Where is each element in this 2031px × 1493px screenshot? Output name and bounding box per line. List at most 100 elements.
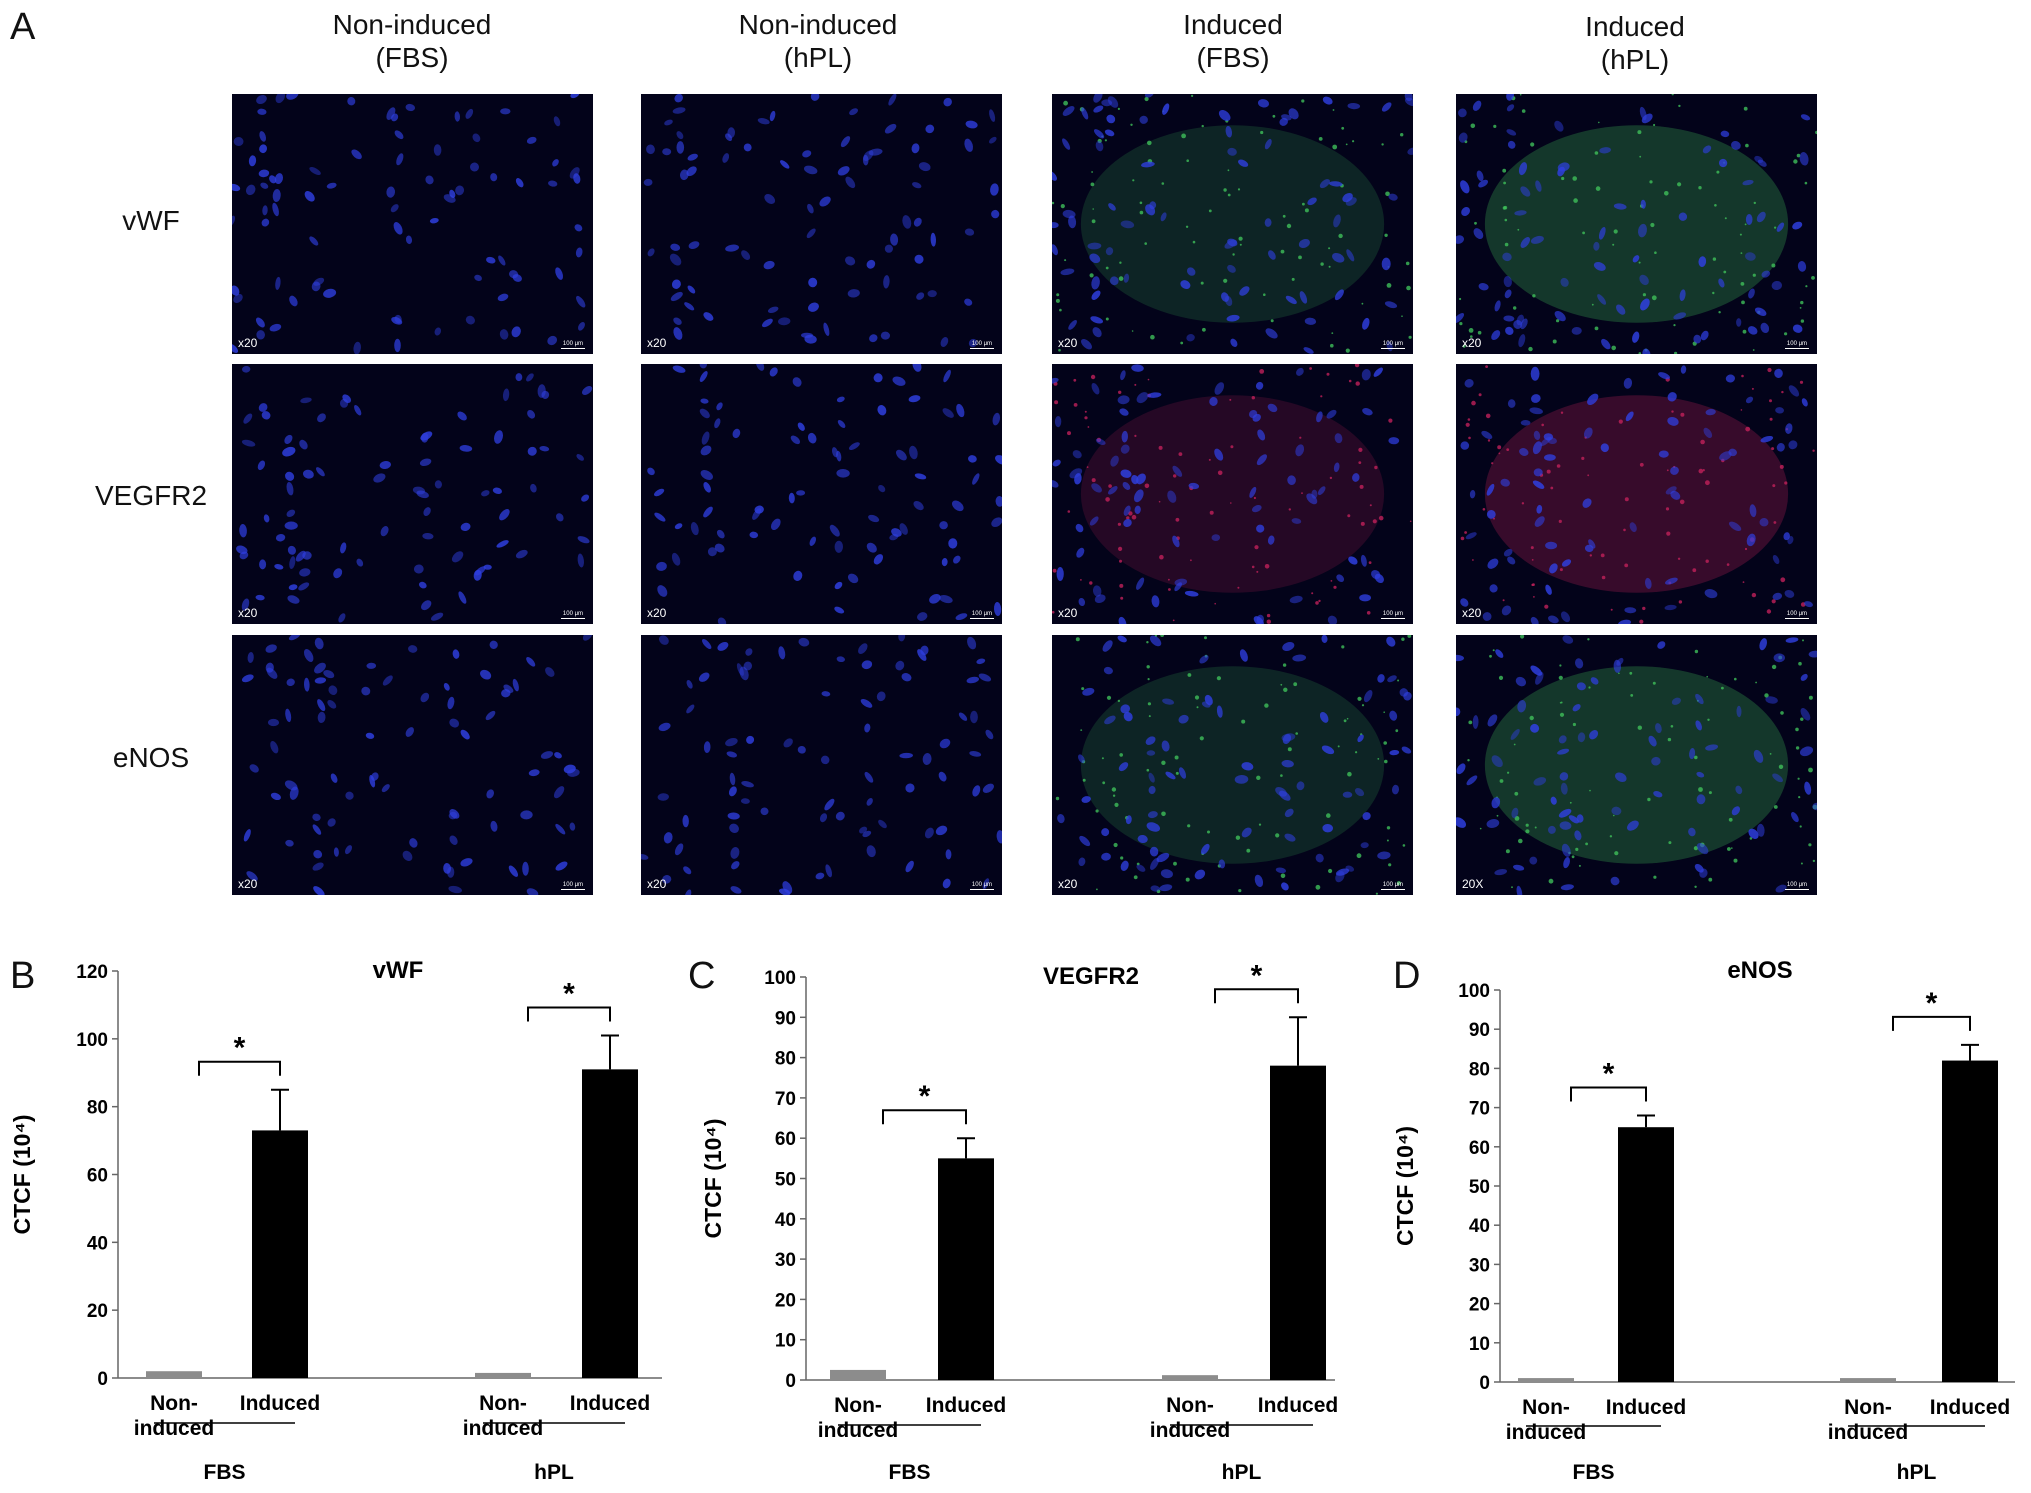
stain-speck [1356, 853, 1362, 859]
stain-speck [1680, 412, 1685, 417]
stain-speck [1359, 484, 1364, 489]
nucleus [1696, 794, 1706, 805]
stain-speck [1332, 144, 1338, 150]
nucleus [662, 875, 672, 884]
nucleus [1495, 649, 1504, 658]
stain-speck [1091, 219, 1096, 224]
nucleus [1775, 407, 1784, 414]
nucleus [1094, 129, 1105, 139]
nucleus [555, 861, 568, 871]
nucleus [1753, 749, 1764, 763]
stain-speck [1462, 344, 1466, 348]
nucleus [1491, 797, 1501, 809]
nucleus [1081, 796, 1091, 803]
nucleus [373, 473, 386, 483]
stain-speck [1092, 208, 1094, 210]
nucleus [1651, 756, 1661, 766]
nucleus [1389, 710, 1398, 721]
stain-speck [1333, 585, 1337, 589]
nucleus [502, 388, 510, 402]
stain-speck [1407, 635, 1412, 638]
nucleus [1062, 105, 1075, 117]
nucleus [941, 558, 948, 567]
nucleus [303, 649, 314, 662]
stain-speck [1587, 474, 1590, 477]
y-tick-label: 0 [1479, 1373, 1490, 1394]
nucleus [935, 825, 948, 836]
nucleus [976, 658, 986, 665]
stain-speck [1779, 464, 1784, 469]
stain-speck [1544, 604, 1549, 609]
column-header-line1: Induced [1585, 11, 1685, 42]
stain-speck [1471, 400, 1476, 406]
stain-speck [1232, 253, 1235, 256]
stain-speck [1119, 559, 1122, 563]
nucleus [317, 699, 326, 712]
nucleus [286, 509, 296, 518]
nucleus [958, 712, 968, 721]
nucleus [317, 413, 326, 423]
nucleus [1120, 370, 1126, 381]
nucleus [508, 865, 519, 877]
stain-speck [1054, 400, 1059, 405]
nucleus [526, 373, 534, 382]
bar-noninduced [146, 1371, 202, 1378]
nucleus [1632, 331, 1640, 343]
nucleus [1381, 257, 1391, 271]
stain-speck [1698, 186, 1702, 190]
nucleus [1117, 395, 1130, 405]
stain-speck [1237, 586, 1240, 589]
row-label-enos: eNOS [112, 742, 190, 773]
stain-speck [1080, 579, 1082, 581]
nucleus [1469, 490, 1476, 499]
nucleus [1052, 244, 1058, 256]
stain-speck [1556, 464, 1561, 468]
scale-bar-line [561, 618, 585, 619]
nucleus [1388, 437, 1400, 445]
stain-speck [1330, 580, 1333, 582]
nucleus [1199, 655, 1209, 664]
stain-speck [1796, 153, 1801, 158]
nucleus [662, 148, 672, 156]
nucleus [1466, 775, 1478, 786]
nucleus [420, 431, 433, 441]
nucleus [1322, 96, 1333, 105]
nucleus [864, 723, 871, 733]
nucleus [394, 314, 402, 324]
stain-speck [1532, 294, 1536, 298]
nucleus [807, 203, 814, 214]
nucleus [767, 306, 779, 313]
nucleus [1456, 763, 1466, 775]
nucleus [731, 861, 740, 870]
nucleus [246, 871, 258, 881]
nucleus [1695, 693, 1704, 705]
x-tick-label: Non- [1522, 1396, 1570, 1419]
stain-speck [1800, 717, 1804, 721]
nucleus [1264, 138, 1272, 150]
nucleus [309, 166, 321, 176]
stain-speck [1613, 814, 1615, 817]
row-label-vegfr2: VEGFR2 [94, 480, 208, 511]
stain-speck [1649, 180, 1653, 184]
stain-speck [1742, 581, 1745, 583]
scale-bar-label: 100 μm [1382, 341, 1404, 347]
nucleus [1211, 534, 1221, 542]
nucleus [1234, 774, 1249, 784]
nucleus [898, 635, 906, 642]
scale-bar-label: 100 μm [1786, 882, 1808, 888]
stain-speck [1266, 613, 1271, 618]
stain-speck [1105, 266, 1109, 270]
nucleus [1091, 276, 1100, 290]
nucleus [972, 785, 981, 797]
stain-speck [1204, 636, 1207, 640]
y-tick-label: 90 [775, 1008, 796, 1029]
stain-speck [1089, 581, 1093, 585]
nucleus [347, 97, 356, 106]
nucleus [1148, 785, 1156, 795]
stain-speck [1550, 486, 1554, 490]
nucleus [726, 751, 738, 758]
nucleus [1145, 736, 1156, 746]
row-label-vwf: vWF [122, 205, 180, 236]
nucleus [1671, 697, 1681, 705]
nucleus [405, 103, 416, 112]
